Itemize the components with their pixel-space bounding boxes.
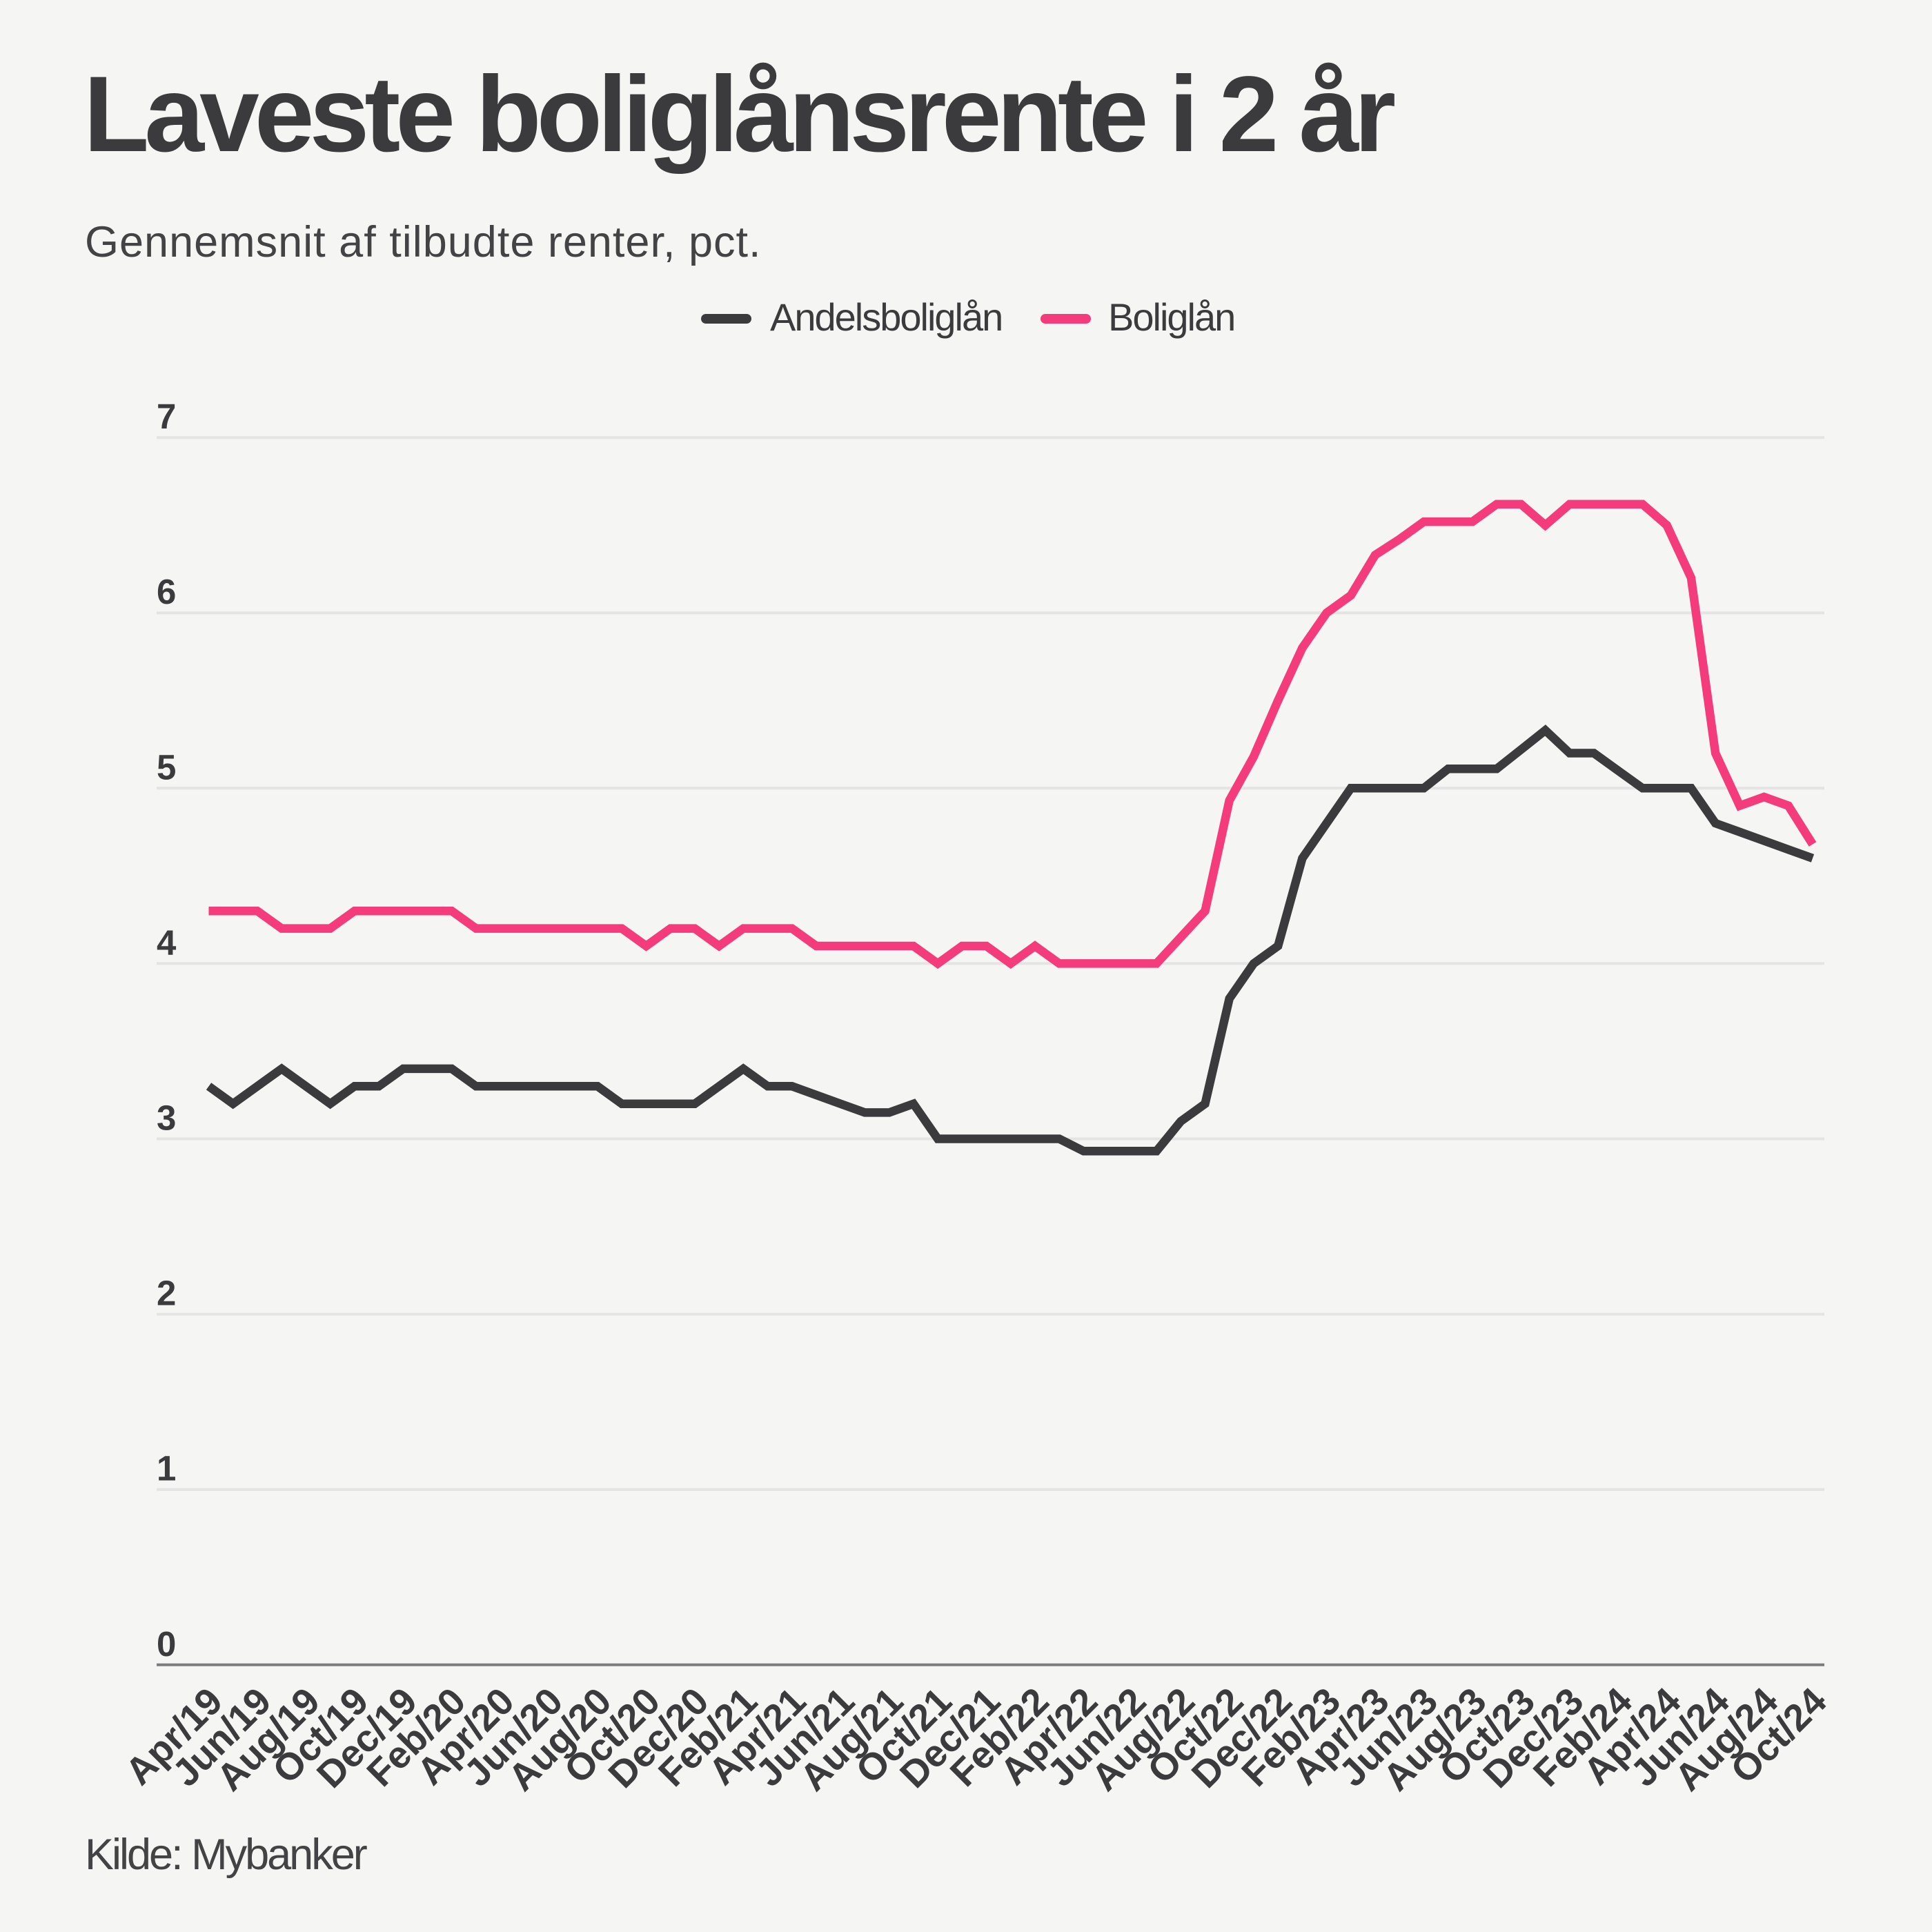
svg-text:2: 2: [157, 1274, 176, 1313]
svg-text:3: 3: [157, 1098, 176, 1138]
svg-text:4: 4: [157, 923, 177, 962]
svg-text:1: 1: [157, 1449, 176, 1488]
svg-text:6: 6: [157, 572, 176, 611]
svg-text:7: 7: [157, 397, 176, 436]
svg-text:5: 5: [157, 747, 176, 787]
svg-text:0: 0: [157, 1624, 176, 1664]
